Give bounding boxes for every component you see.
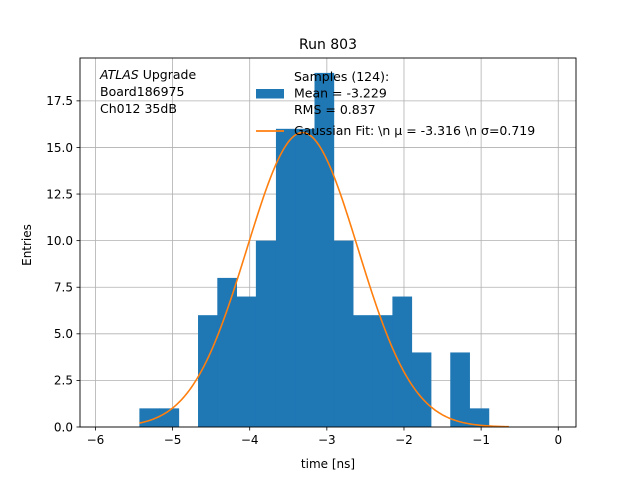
x-tick-label: −6	[87, 433, 105, 447]
y-tick-label: 5.0	[54, 327, 73, 341]
legend: Samples (124): Mean = -3.229 RMS = 0.837…	[256, 69, 535, 138]
y-tick-label: 2.5	[54, 374, 73, 388]
histogram-bar	[333, 240, 354, 427]
y-axis-ticks: 0.0 2.5 5.0 7.5 10.0 12.5 15.0 17.5	[46, 94, 80, 434]
histogram-bar	[372, 315, 393, 427]
legend-patch	[256, 89, 284, 99]
x-tick-label: −4	[241, 433, 259, 447]
legend-fit-text: Gaussian Fit: \n μ = -3.316 \n σ=0.719	[294, 123, 535, 138]
y-tick-label: 0.0	[54, 420, 73, 434]
x-tick-label: 0	[554, 433, 562, 447]
y-tick-label: 12.5	[46, 187, 73, 201]
histogram-bar	[411, 352, 432, 427]
histogram-bar	[450, 352, 470, 427]
y-tick-label: 15.0	[46, 141, 73, 155]
y-tick-label: 7.5	[54, 281, 73, 295]
x-tick-label: −1	[472, 433, 490, 447]
histogram-bar	[255, 240, 277, 427]
y-axis-label: Entries	[20, 224, 34, 266]
histogram-bars	[139, 72, 490, 427]
annotation-line: ATLAS Upgrade	[99, 67, 196, 82]
histogram-bar	[392, 296, 413, 427]
y-tick-label: 17.5	[46, 94, 73, 108]
histogram-bar	[198, 315, 218, 427]
x-tick-label: −3	[318, 433, 336, 447]
histogram-bar	[236, 296, 257, 427]
histogram-bar	[469, 408, 490, 427]
annotation-line: Ch012 35dB	[100, 101, 177, 116]
legend-samples-text: Mean = -3.229	[294, 86, 387, 101]
legend-samples-text: Samples (124):	[294, 69, 389, 84]
annotation-line: Board186975	[100, 84, 184, 99]
histogram-bar	[217, 277, 237, 427]
x-axis-ticks: −6 −5 −4 −3 −2 −1 0	[87, 427, 562, 447]
gaussian-fit-curve	[139, 131, 509, 428]
legend-samples-text: RMS = 0.837	[294, 102, 376, 117]
plot-frame	[79, 57, 577, 428]
histogram-bar	[275, 128, 296, 427]
histogram-bar	[295, 128, 315, 427]
x-tick-label: −5	[164, 433, 182, 447]
y-tick-label: 10.0	[46, 234, 73, 248]
chart-title: Run 803	[299, 37, 357, 53]
histogram-bar	[353, 315, 373, 427]
histogram-bar	[314, 72, 335, 427]
x-tick-label: −2	[395, 433, 413, 447]
atlas-annotation: ATLAS Upgrade Board186975 Ch012 35dB	[99, 67, 196, 116]
x-axis-label: time [ns]	[301, 457, 355, 471]
